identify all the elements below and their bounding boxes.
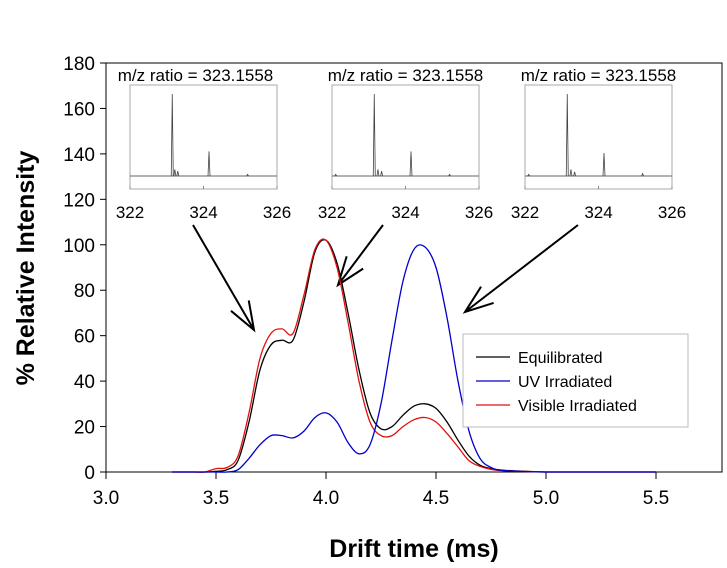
inset-title: m/z ratio = 323.1558 xyxy=(328,66,483,85)
x-tick-label: 5.5 xyxy=(643,488,669,509)
legend-label: Equilibrated xyxy=(518,350,603,367)
y-tick-label: 20 xyxy=(74,418,95,439)
inset-tick-label: 326 xyxy=(658,203,686,222)
inset-peak xyxy=(376,169,380,177)
x-tick-label: 4.0 xyxy=(313,488,339,509)
inset-peak xyxy=(573,171,577,177)
legend: Equilibrated UV Irradiated Visible Irradia… xyxy=(462,333,689,428)
series-line-visible-irradiated xyxy=(172,238,656,473)
inset-peak xyxy=(448,173,451,177)
y-tick-label: 180 xyxy=(63,54,95,75)
inset-tick-label: 322 xyxy=(318,203,346,222)
arrow-annotation xyxy=(192,224,256,333)
insets: 322 324 326 m/z ratio = 323.1558 322 324 326 m/… xyxy=(116,66,686,222)
inset-tick-label: 324 xyxy=(584,203,612,222)
inset-frame xyxy=(129,84,278,190)
inset-frame xyxy=(331,84,480,190)
inset-tick-label: 326 xyxy=(465,203,493,222)
y-tick-label: 160 xyxy=(63,99,95,120)
y-tick-label: 0 xyxy=(84,463,95,484)
inset-tick-label: 324 xyxy=(391,203,419,222)
arrow-annotation xyxy=(336,224,384,288)
series-lines xyxy=(172,238,656,473)
inset-peak xyxy=(409,151,413,177)
x-axis-label: Drift time (ms) xyxy=(329,535,498,563)
inset-peak xyxy=(641,172,644,177)
inset-peak xyxy=(176,171,180,177)
x-tick-label: 3.5 xyxy=(203,488,229,509)
y-tick-label: 100 xyxy=(63,236,95,257)
inset-tick-label: 322 xyxy=(116,203,144,222)
y-tick-label: 80 xyxy=(74,281,95,302)
y-tick-label: 40 xyxy=(74,372,95,393)
inset-title: m/z ratio = 323.1558 xyxy=(521,66,676,85)
inset-spectrum: 322 324 326 m/z ratio = 323.1558 xyxy=(318,66,493,222)
inset-spectrum: 322 324 326 m/z ratio = 323.1558 xyxy=(116,66,291,222)
inset-peak xyxy=(173,169,177,177)
inset-tick-label: 322 xyxy=(511,203,539,222)
inset-peak xyxy=(527,173,531,177)
inset-peak xyxy=(380,171,384,177)
y-tick-label: 120 xyxy=(63,190,95,211)
inset-peak xyxy=(207,151,211,177)
inset-peak xyxy=(569,169,573,177)
y-tick-label: 60 xyxy=(74,327,95,348)
arrows xyxy=(192,224,579,333)
y-tick-label: 140 xyxy=(63,145,95,166)
inset-peak xyxy=(565,93,569,177)
inset-peak xyxy=(334,173,338,177)
inset-peak xyxy=(372,93,376,177)
y-axis-label: % Relative Intensity xyxy=(12,151,40,386)
inset-peak xyxy=(602,153,606,177)
inset-tick-label: 324 xyxy=(189,203,217,222)
series-line-uv-irradiated xyxy=(172,244,656,473)
legend-label: UV Irradiated xyxy=(518,374,612,391)
inset-spectrum: 322 324 326 m/z ratio = 323.1558 xyxy=(511,66,686,222)
inset-title: m/z ratio = 323.1558 xyxy=(118,66,273,85)
inset-peak xyxy=(246,173,249,177)
x-tick-label: 3.0 xyxy=(93,488,119,509)
inset-peak xyxy=(170,93,174,177)
x-tick-label: 4.5 xyxy=(423,488,449,509)
arrow-annotation xyxy=(462,224,579,314)
x-tick-label: 5.0 xyxy=(533,488,559,509)
axes: 0 20 40 60 80 100 120 140 160 180 3.0 3.5 4.0 4.5 5.0 5… xyxy=(63,54,723,509)
inset-frame xyxy=(524,84,673,190)
series-line-equilibrated xyxy=(172,239,656,473)
inset-tick-label: 326 xyxy=(263,203,291,222)
legend-label: Visible Irradiated xyxy=(518,398,637,415)
